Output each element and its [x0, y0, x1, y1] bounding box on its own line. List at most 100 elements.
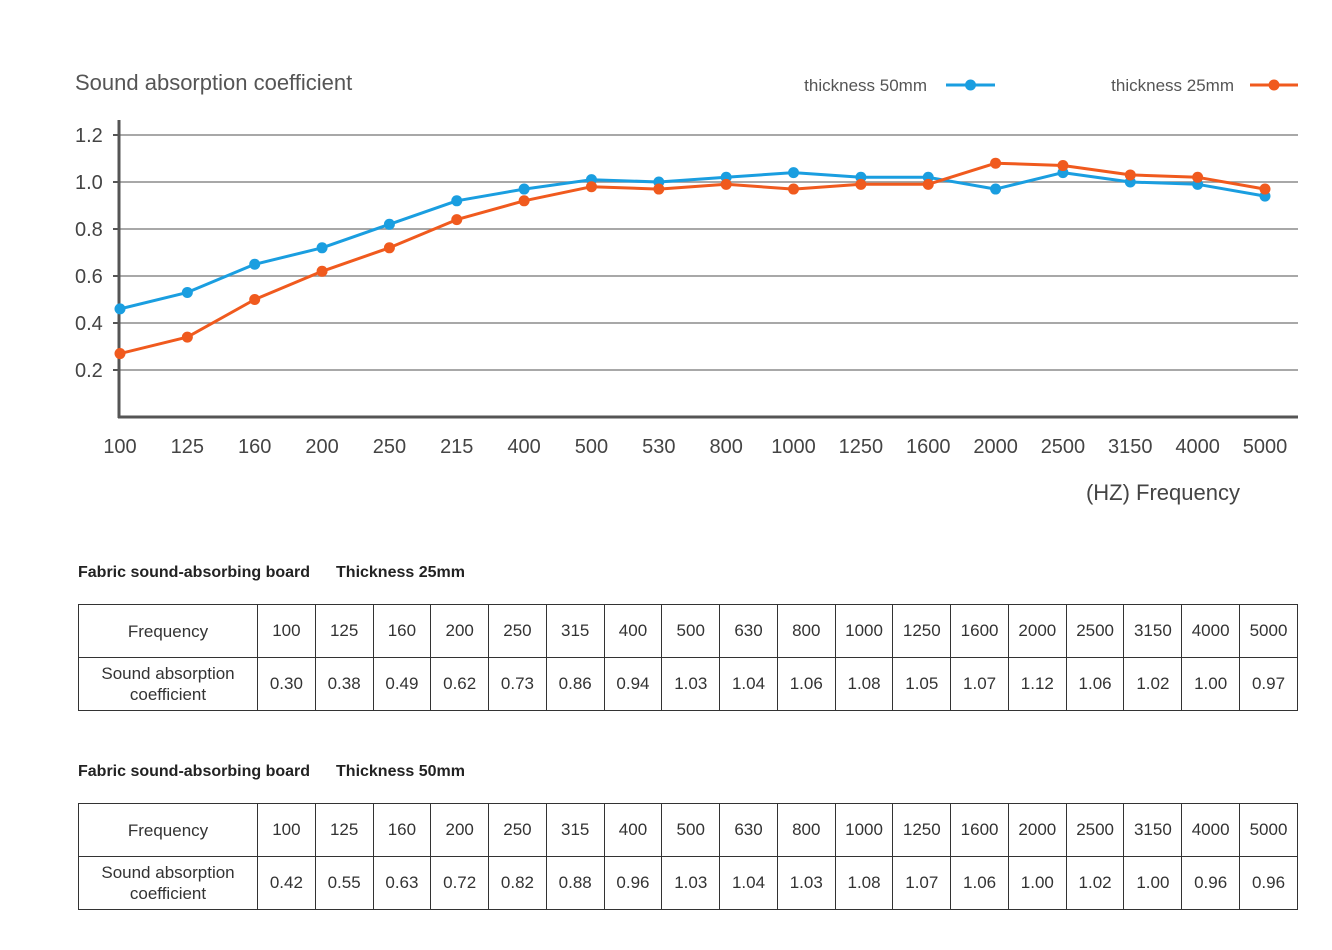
- y-tick-label: 0.2: [75, 360, 103, 382]
- coefficient-cell: 0.97: [1239, 657, 1298, 711]
- x-tick-label: 200: [305, 436, 338, 458]
- frequency-cell: 630: [719, 604, 778, 658]
- data-point: [1192, 171, 1204, 183]
- coefficient-cell: 0.49: [372, 657, 432, 711]
- data-point: [990, 157, 1002, 169]
- frequency-cell: 3150: [1123, 604, 1183, 658]
- table-50mm-coefficient-row: Sound absorption coefficient 0.42 0.55 0.6…: [78, 856, 1298, 910]
- frequency-cell: 5000: [1239, 803, 1298, 857]
- table-25mm-title: Fabric sound-absorbing board Thickness 25…: [78, 564, 465, 582]
- x-tick-label: 100: [103, 436, 136, 458]
- frequency-cell: 100: [257, 604, 316, 658]
- frequency-cell: 200: [430, 803, 490, 857]
- x-tick-label: 4000: [1175, 436, 1220, 458]
- table-50mm-title-right: Thickness 50mm: [336, 763, 465, 780]
- legend: thickness 50mm thickness 25mm: [804, 76, 1298, 95]
- coefficient-cell: 0.88: [545, 856, 605, 910]
- table-25mm-title-left: Fabric sound-absorbing board: [78, 564, 311, 581]
- data-point: [788, 183, 800, 195]
- frequency-cell: 500: [661, 604, 721, 658]
- coefficient-cell: 1.00: [1007, 856, 1067, 910]
- grid-lines: [113, 134, 1298, 371]
- frequency-cell: 160: [372, 604, 432, 658]
- x-tick-label: 250: [373, 436, 406, 458]
- legend-label: thickness 50mm: [804, 76, 927, 95]
- frequency-cell: 2000: [1007, 604, 1067, 658]
- coefficient-cell: 1.00: [1123, 856, 1183, 910]
- coefficient-cell: 1.03: [776, 856, 836, 910]
- coefficient-cell: 1.03: [661, 856, 721, 910]
- data-point: [653, 183, 665, 195]
- x-tick-label: 1250: [839, 436, 884, 458]
- coefficient-cell: 1.07: [892, 856, 952, 910]
- x-tick-label: 2000: [973, 436, 1018, 458]
- frequency-cell: 200: [430, 604, 490, 658]
- chart-title: Sound absorption coefficient: [75, 70, 352, 95]
- series-thickness-50mm: [114, 167, 1271, 315]
- data-point: [451, 195, 463, 207]
- coefficient-cell: 1.12: [1007, 657, 1067, 711]
- data-point: [788, 167, 800, 179]
- coefficient-cell: 1.04: [719, 856, 778, 910]
- data-point: [720, 178, 732, 190]
- coefficient-cell: 1.06: [950, 856, 1009, 910]
- data-point: [922, 178, 934, 190]
- data-point: [316, 242, 328, 254]
- coefficient-cell: 1.03: [661, 657, 721, 711]
- coefficient-cell: 0.38: [314, 657, 374, 711]
- coefficient-cell: 1.02: [1123, 657, 1183, 711]
- data-point: [518, 183, 530, 195]
- table-50mm: Frequency 100 125 160 200 250 315 400 500 630 800…: [78, 803, 1298, 910]
- absorption-chart: Sound absorption coefficient 1.2 1.0 0.8 0.…: [75, 70, 1298, 505]
- data-point: [1124, 169, 1136, 181]
- legend-marker: [1268, 79, 1280, 91]
- data-point: [249, 258, 261, 270]
- coefficient-cell: 0.55: [314, 856, 374, 910]
- table-25mm-frequency-row: Frequency 100 125 160 200 250 315 400 500 630 800…: [78, 604, 1298, 658]
- x-tick-label: 2500: [1041, 436, 1086, 458]
- coefficient-cell: 1.08: [834, 856, 894, 910]
- coefficient-cell: 0.30: [257, 657, 316, 711]
- legend-label: thickness 25mm: [1111, 76, 1234, 95]
- data-point: [1259, 183, 1271, 195]
- frequency-cell: 800: [776, 604, 836, 658]
- frequency-cell: 125: [314, 803, 374, 857]
- legend-marker: [965, 79, 976, 91]
- coefficient-cell: 0.73: [488, 657, 547, 711]
- frequency-cell: 1600: [950, 604, 1009, 658]
- y-tick-label: 1.0: [75, 172, 103, 194]
- coefficient-header: Sound absorption coefficient: [78, 856, 258, 910]
- data-point: [451, 214, 463, 226]
- x-axis-label: (HZ) Frequency: [1086, 480, 1240, 505]
- legend-item: thickness 50mm: [804, 76, 995, 95]
- table-50mm-title-left: Fabric sound-absorbing board: [78, 763, 311, 780]
- frequency-cell: 400: [603, 604, 663, 658]
- coefficient-cell: 0.63: [372, 856, 432, 910]
- data-point: [855, 178, 867, 190]
- table-25mm-title-right: Thickness 25mm: [336, 564, 465, 581]
- frequency-header: Frequency: [78, 803, 258, 857]
- frequency-cell: 2500: [1065, 803, 1125, 857]
- frequency-cell: 400: [603, 803, 663, 857]
- data-point: [518, 195, 530, 207]
- coefficient-cell: 1.04: [719, 657, 778, 711]
- series-line: [119, 161, 1266, 356]
- data-point: [585, 181, 597, 193]
- y-tick-label: 0.8: [75, 219, 103, 241]
- frequency-cell: 250: [488, 803, 547, 857]
- data-point: [181, 331, 193, 343]
- coefficient-cell: 0.62: [430, 657, 490, 711]
- frequency-cell: 1000: [834, 604, 894, 658]
- frequency-cell: 1600: [950, 803, 1009, 857]
- frequency-cell: 630: [719, 803, 778, 857]
- x-tick-label: 215: [440, 436, 473, 458]
- x-tick-label: 500: [575, 436, 608, 458]
- frequency-cell: 4000: [1181, 803, 1241, 857]
- table-50mm-frequency-row: Frequency 100 125 160 200 250 315 400 500 630 800…: [78, 803, 1298, 857]
- frequency-cell: 800: [776, 803, 836, 857]
- x-tick-label: 530: [642, 436, 675, 458]
- frequency-cell: 1250: [892, 803, 952, 857]
- frequency-cell: 250: [488, 604, 547, 658]
- frequency-cell: 500: [661, 803, 721, 857]
- frequency-cell: 5000: [1239, 604, 1298, 658]
